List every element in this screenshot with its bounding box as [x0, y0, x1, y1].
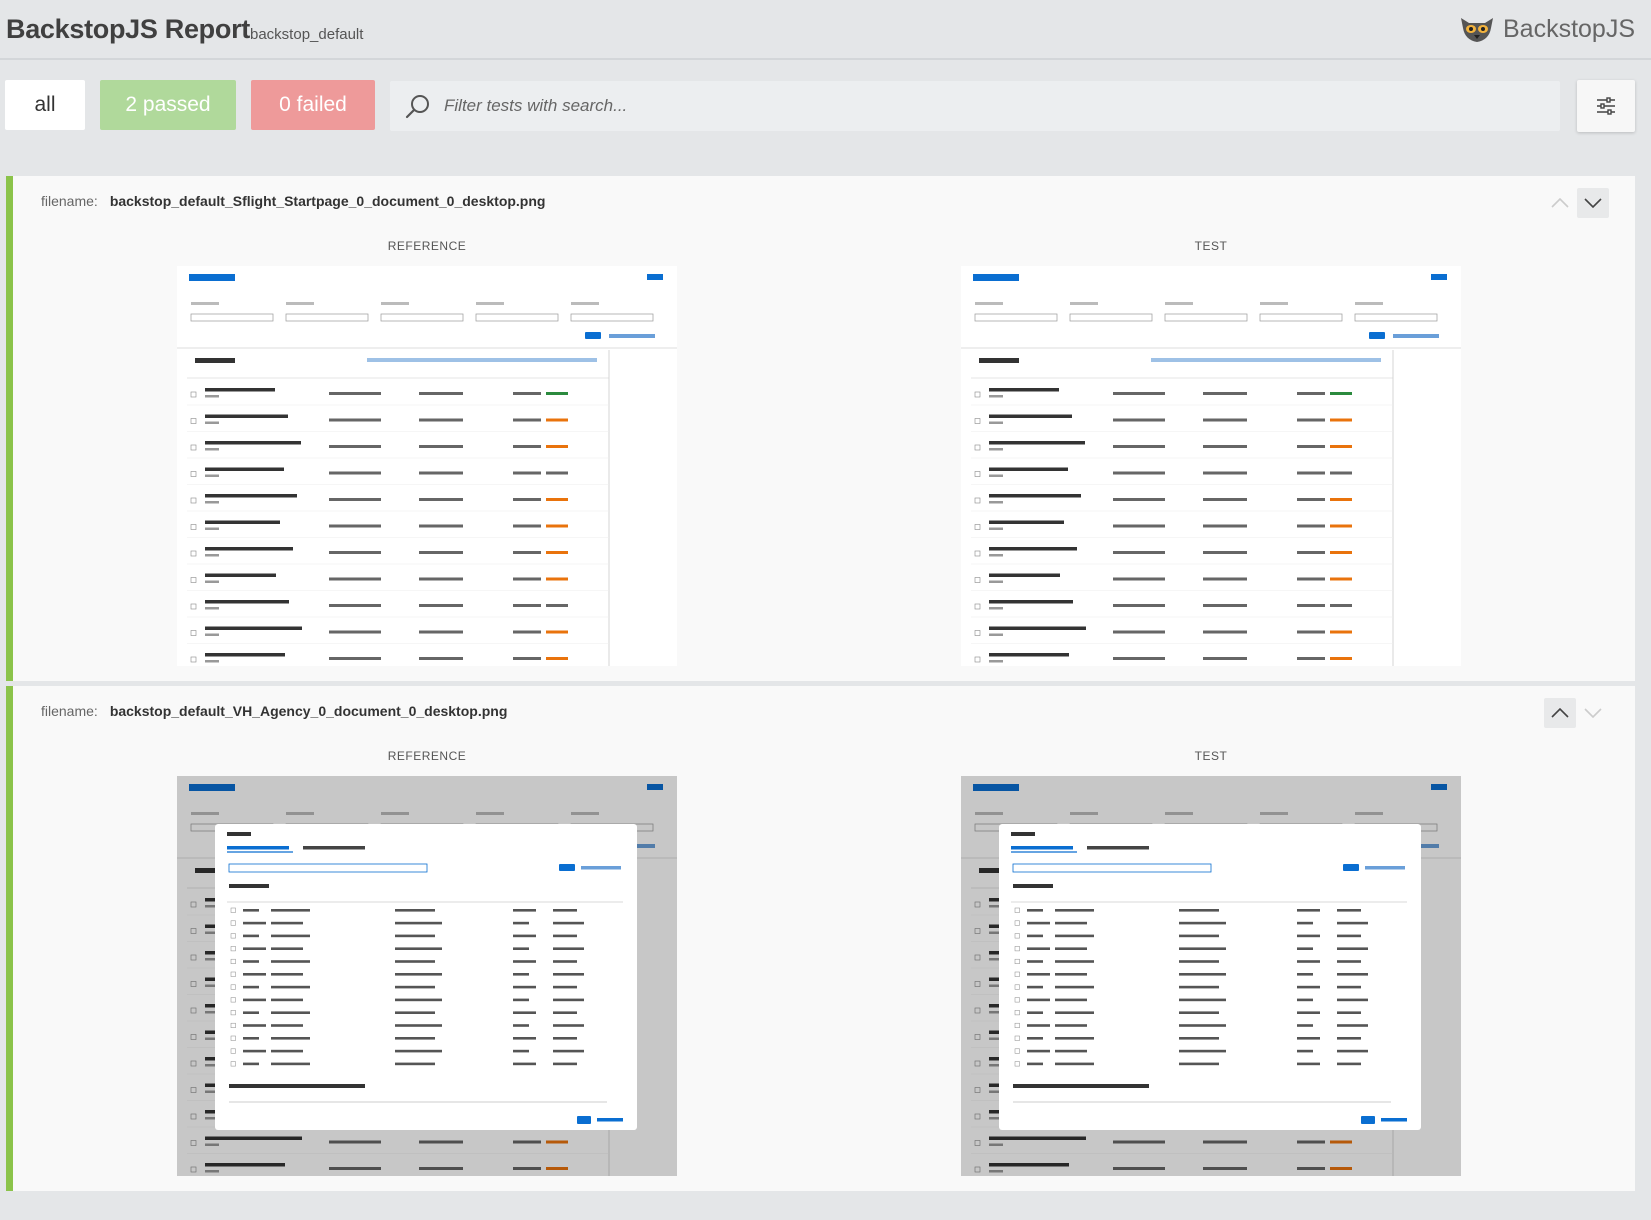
test-thumbnail — [961, 266, 1461, 666]
chevron-up-icon — [1551, 198, 1569, 208]
sliders-icon — [1597, 97, 1615, 115]
test-result-card: filename: backstop_default_VH_Agency_0_d… — [6, 686, 1635, 1191]
filter-passed-button[interactable]: 2 passed — [100, 80, 236, 130]
filename-label: filename: — [41, 703, 98, 719]
filename-value: backstop_default_VH_Agency_0_document_0_… — [109, 703, 508, 719]
reference-image[interactable] — [177, 266, 677, 666]
brand-name: BackstopJS — [1502, 14, 1635, 43]
search-input[interactable] — [444, 91, 1544, 121]
chevron-down-icon — [1584, 708, 1602, 718]
expand-button[interactable] — [1577, 698, 1609, 728]
test-label: TEST — [1194, 749, 1228, 763]
reference-label: REFERENCE — [387, 239, 467, 253]
chevron-down-icon — [1584, 198, 1602, 208]
collapse-button[interactable] — [1544, 188, 1576, 218]
test-thumbnail — [961, 776, 1461, 1176]
filename-row: filename: backstop_default_Sflight_Start… — [41, 193, 545, 209]
reference-label: REFERENCE — [387, 749, 467, 763]
chevron-up-icon — [1551, 708, 1569, 718]
collapse-button[interactable] — [1544, 698, 1576, 728]
config-name: backstop_default — [250, 26, 364, 43]
test-image[interactable] — [961, 776, 1461, 1176]
brand-logo[interactable]: BackstopJS — [1459, 14, 1635, 44]
search-icon — [405, 95, 429, 119]
filter-failed-button[interactable]: 0 failed — [251, 80, 375, 130]
reference-thumbnail — [177, 266, 677, 666]
search-box — [390, 81, 1560, 131]
test-image[interactable] — [961, 266, 1461, 666]
filename-label: filename: — [41, 193, 98, 209]
test-result-card: filename: backstop_default_Sflight_Start… — [6, 176, 1635, 681]
lemur-logo-icon — [1460, 18, 1493, 42]
filter-toolbar: all 2 passed 0 failed — [0, 80, 1651, 132]
settings-button[interactable] — [1577, 80, 1635, 132]
expand-button[interactable] — [1577, 188, 1609, 218]
reference-image[interactable] — [177, 776, 677, 1176]
reference-thumbnail — [177, 776, 677, 1176]
filename-row: filename: backstop_default_VH_Agency_0_d… — [41, 703, 507, 719]
filter-all-button[interactable]: all — [5, 80, 85, 130]
report-header: BackstopJS Report backstop_default Backs… — [0, 0, 1651, 60]
test-label: TEST — [1194, 239, 1228, 253]
report-title: BackstopJS Report — [6, 14, 250, 44]
filename-value: backstop_default_Sflight_Startpage_0_doc… — [109, 193, 546, 209]
